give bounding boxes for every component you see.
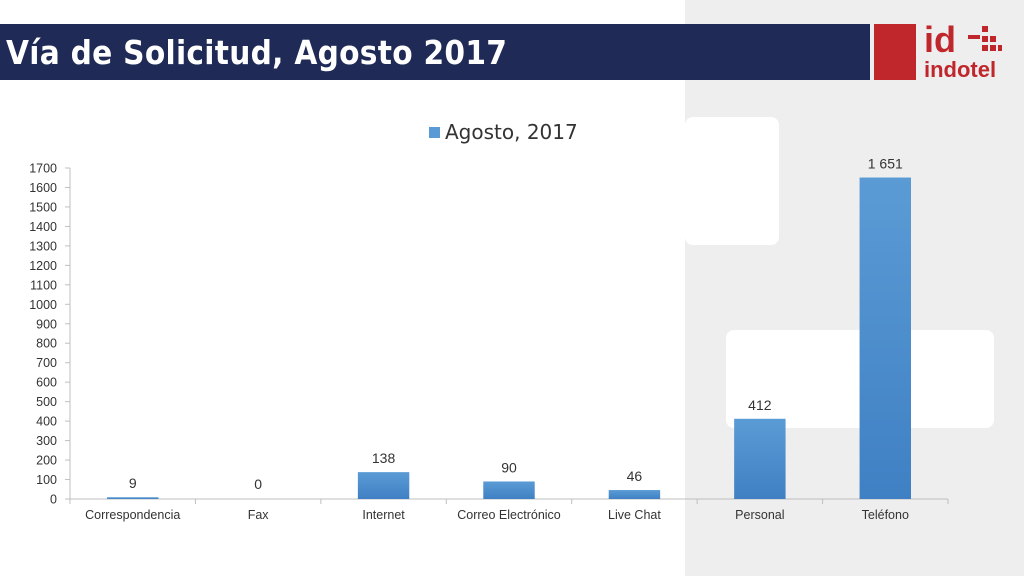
x-category-label: Correspondencia [85,508,180,522]
y-tick-label: 1600 [29,181,57,195]
y-tick-label: 700 [36,356,57,370]
y-tick-label: 0 [50,493,57,507]
bar [859,177,911,499]
x-category-label: Teléfono [862,508,909,522]
y-tick-label: 900 [36,317,57,331]
y-tick-label: 1500 [29,200,57,214]
x-category-label: Personal [735,508,784,522]
data-label: 138 [372,450,396,466]
legend-label: Agosto, 2017 [445,120,578,144]
y-tick-label: 500 [36,395,57,409]
x-category-label: Live Chat [608,508,661,522]
y-tick-label: 800 [36,337,57,351]
x-category-label: Internet [362,508,405,522]
y-tick-label: 100 [36,473,57,487]
y-tick-label: 200 [36,454,57,468]
bar [608,490,661,499]
background-cutout [685,117,779,245]
indotel-logo: id indotel [920,22,1010,82]
y-tick-label: 1100 [30,278,57,292]
logo-indotel-text: indotel [924,57,997,82]
y-tick-label: 1400 [29,220,57,234]
legend-swatch [429,127,440,138]
y-tick-label: 1700 [29,162,57,176]
bar [357,472,410,499]
y-tick-label: 600 [36,376,57,390]
logo-red-square [874,24,916,80]
x-category-label: Fax [248,508,270,522]
title-bar: Vía de Solicitud, Agosto 2017 [0,24,870,80]
data-label: 9 [129,475,137,491]
y-tick-label: 400 [36,415,57,429]
data-label: 90 [501,459,517,475]
y-tick-label: 1000 [29,298,57,312]
bar [483,481,535,499]
data-label: 46 [627,468,643,484]
logo-grid-icon [968,26,1002,52]
y-tick-label: 300 [36,434,57,448]
bar [734,418,786,499]
y-tick-label: 1300 [29,239,57,253]
slide-title: Vía de Solicitud, Agosto 2017 [6,32,508,72]
data-label: 1 651 [868,156,903,172]
bar [107,497,159,499]
logo-id-text: id [924,19,956,60]
data-label: 0 [254,476,262,492]
data-label: 412 [748,397,772,413]
x-category-label: Correo Electrónico [457,508,561,522]
y-tick-label: 1200 [29,259,57,273]
